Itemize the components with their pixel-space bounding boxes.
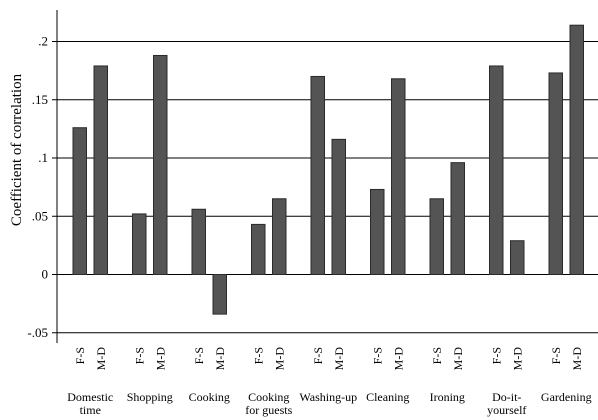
bar-label: M-D (153, 347, 167, 371)
category-label: Ironing (430, 390, 465, 404)
bar-label: F-S (370, 347, 384, 364)
bar-label: M-D (451, 347, 465, 371)
y-tick-label: .15 (32, 92, 48, 107)
bar-label: F-S (430, 347, 444, 364)
bar-label: F-S (489, 347, 503, 364)
category-label: for guests (245, 403, 292, 417)
bar-f-s (251, 223, 266, 275)
bar-m-d (272, 198, 287, 275)
y-ticks: .2 .15 .1 .05 0 -.05 (27, 34, 57, 340)
y-tick-label: .2 (38, 34, 48, 49)
y-tick-label: -.05 (27, 325, 48, 340)
bar-label: M-D (510, 347, 524, 371)
category-label: Cooking (189, 390, 230, 404)
bar-label: M-D (332, 347, 346, 371)
bar-labels: F-S M-D F-S M-D F-S M-D F-S M-D F-S M-D F-S M-D F-S M… (73, 347, 584, 371)
category-label: Do-it- (492, 390, 521, 404)
y-tick-label: .1 (38, 150, 48, 165)
bar-label: M-D (213, 347, 227, 371)
category-label: Cleaning (366, 390, 409, 404)
bar-label: M-D (94, 347, 108, 371)
bar-f-s (548, 72, 563, 275)
category-label: yourself (487, 403, 526, 417)
bar-label: F-S (132, 347, 146, 364)
bar-f-s (429, 198, 444, 275)
bar-label: F-S (73, 347, 87, 364)
bar-m-d (391, 78, 406, 275)
bar-label: M-D (391, 347, 405, 371)
bar-f-s (191, 208, 206, 275)
bar-m-d (153, 54, 168, 276)
bar-label: F-S (192, 347, 206, 364)
bar-label: F-S (311, 347, 325, 364)
bar-f-s (132, 213, 147, 275)
bar-label: F-S (549, 347, 563, 364)
bars (72, 24, 584, 315)
bar-f-s (72, 127, 87, 275)
bar-label: F-S (251, 347, 265, 364)
bar-f-s (370, 188, 385, 275)
bar-label: M-D (272, 347, 286, 371)
bar-m-d (510, 240, 525, 275)
category-label: Domestic (67, 390, 113, 404)
bar-m-d (450, 162, 465, 275)
bar-f-s (489, 65, 504, 275)
category-label: Cooking (248, 390, 289, 404)
bar-label: M-D (570, 347, 584, 371)
bar-m-d (212, 274, 227, 315)
gridlines (57, 41, 598, 334)
category-label: Washing-up (299, 390, 357, 404)
bar-f-s (310, 75, 325, 275)
bar-m-d (331, 138, 346, 275)
y-tick-label: 0 (42, 267, 49, 282)
y-axis-title: Coefficient of correlation (9, 73, 25, 226)
category-label: Shopping (127, 390, 173, 404)
category-label: Gardening (541, 390, 592, 404)
bar-m-d (93, 65, 108, 275)
y-tick-label: .05 (32, 208, 48, 223)
bar-m-d (569, 24, 584, 275)
category-label: time (80, 403, 101, 417)
